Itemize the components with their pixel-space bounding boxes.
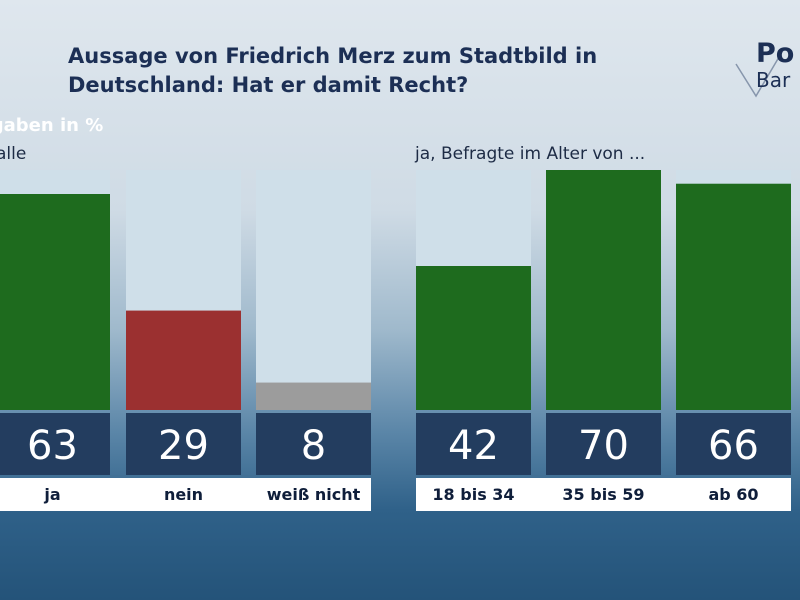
- category-box-ja: [0, 478, 110, 511]
- value-box-nein: [126, 413, 241, 475]
- units-label: Angaben in %: [0, 115, 104, 136]
- data-label-ja: 63: [27, 423, 78, 469]
- category-label-35-bis-59: 35 bis 59: [562, 485, 644, 504]
- politbarometer-logo: Po Bar: [734, 36, 800, 106]
- bar-ab-60: [676, 183, 791, 410]
- data-label-ab-60: 66: [708, 423, 759, 469]
- value-box-ja: [0, 413, 110, 475]
- data-label-nein: 29: [158, 423, 209, 469]
- category-strip-gap: [110, 478, 126, 511]
- category-box-weiß-nicht: [256, 478, 371, 511]
- data-label-35-bis-59: 70: [578, 423, 629, 469]
- value-box-weiß-nicht: [256, 413, 371, 475]
- category-box-18-bis-34: [416, 478, 531, 511]
- category-strip-gap: [661, 478, 676, 511]
- category-box-ab-60: [676, 478, 791, 511]
- logo-text-top: Po: [756, 38, 795, 69]
- bar-ja: [0, 194, 110, 410]
- category-strip-gap: [241, 478, 256, 511]
- category-label-weiß-nicht: weiß nicht: [267, 485, 361, 504]
- logo-text-bottom: Bar: [756, 68, 791, 92]
- category-strip-gap: [531, 478, 546, 511]
- category-label-18-bis-34: 18 bis 34: [432, 485, 514, 504]
- value-box-18-bis-34: [416, 413, 531, 475]
- category-label-ab-60: ab 60: [708, 485, 758, 504]
- category-box-35-bis-59: [546, 478, 661, 511]
- bar-weiß-nicht: [256, 382, 371, 410]
- category-label-ja: ja: [43, 485, 60, 504]
- chart-title: Aussage von Friedrich Merz zum Stadtbild…: [68, 44, 598, 97]
- bar-35-bis-59: [546, 170, 661, 410]
- group-label-age: ja, Befragte im Alter von ...: [415, 144, 646, 164]
- bar-18-bis-34: [416, 266, 531, 410]
- value-box-ab-60: [676, 413, 791, 475]
- data-label-18-bis-34: 42: [448, 423, 499, 469]
- bar-track-weiß-nicht: [256, 170, 371, 410]
- value-box-35-bis-59: [546, 413, 661, 475]
- category-box-nein: [126, 478, 241, 511]
- category-label-nein: nein: [164, 485, 203, 504]
- data-label-weiß-nicht: 8: [301, 423, 326, 469]
- group-label-all: alle: [0, 144, 27, 164]
- bar-nein: [126, 310, 241, 410]
- logo-check-mark: [735, 51, 783, 98]
